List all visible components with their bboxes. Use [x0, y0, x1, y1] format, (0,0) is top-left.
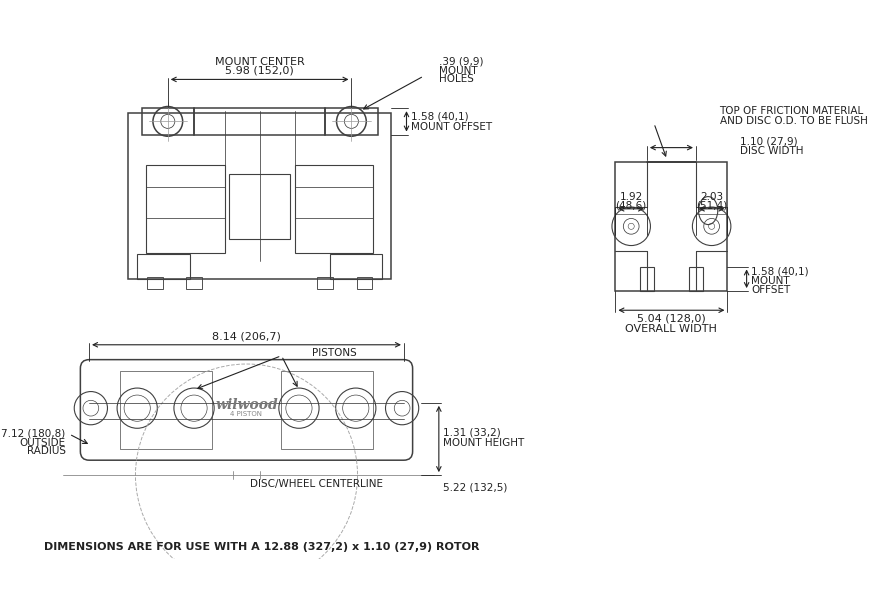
Text: wilwood: wilwood: [215, 398, 278, 412]
Bar: [120, 371, 212, 449]
Bar: [137, 254, 190, 279]
Text: 2.03: 2.03: [700, 191, 724, 201]
Text: 5.04 (128,0): 5.04 (128,0): [637, 314, 706, 324]
Text: PISTONS: PISTONS: [312, 348, 357, 358]
Text: 1.58 (40,1): 1.58 (40,1): [411, 111, 468, 121]
Text: 5.22 (132,5): 5.22 (132,5): [444, 482, 507, 492]
Text: MOUNT OFFSET: MOUNT OFFSET: [411, 122, 492, 132]
Text: OFFSET: OFFSET: [751, 285, 790, 295]
Bar: [147, 277, 163, 289]
Bar: [318, 277, 333, 289]
Text: MOUNT: MOUNT: [751, 277, 789, 287]
Text: 8.14 (206,7): 8.14 (206,7): [212, 331, 281, 341]
Text: 7.12 (180,8): 7.12 (180,8): [1, 429, 66, 439]
Bar: [295, 165, 374, 253]
Text: .39 (9,9): .39 (9,9): [439, 57, 483, 67]
Text: 1.10 (27,9): 1.10 (27,9): [739, 136, 797, 147]
Bar: [357, 277, 373, 289]
Text: DIMENSIONS ARE FOR USE WITH A 12.88 (327,2) x 1.10 (27,9) ROTOR: DIMENSIONS ARE FOR USE WITH A 12.88 (327…: [44, 542, 480, 551]
Text: OUTSIDE: OUTSIDE: [19, 437, 66, 448]
Text: MOUNT HEIGHT: MOUNT HEIGHT: [444, 438, 524, 448]
Text: DISC/WHEEL CENTERLINE: DISC/WHEEL CENTERLINE: [250, 479, 383, 489]
Text: 1.58 (40,1): 1.58 (40,1): [751, 267, 808, 277]
Text: (48,6): (48,6): [616, 200, 647, 210]
Text: (51,4): (51,4): [696, 200, 727, 210]
Text: DISC WIDTH: DISC WIDTH: [739, 146, 803, 156]
Text: MOUNT: MOUNT: [439, 66, 478, 76]
Bar: [229, 174, 290, 240]
Text: TOP OF FRICTION MATERIAL: TOP OF FRICTION MATERIAL: [719, 106, 864, 116]
Text: MOUNT CENTER: MOUNT CENTER: [214, 57, 304, 67]
Bar: [186, 277, 202, 289]
Text: RADIUS: RADIUS: [26, 446, 66, 457]
Bar: [142, 108, 194, 135]
Text: AND DISC O.D. TO BE FLUSH: AND DISC O.D. TO BE FLUSH: [719, 116, 867, 126]
Text: 1.92: 1.92: [620, 191, 643, 201]
Text: 5.98 (152,0): 5.98 (152,0): [225, 66, 294, 76]
Bar: [129, 113, 391, 279]
Text: 1.31 (33,2): 1.31 (33,2): [444, 428, 501, 438]
Bar: [330, 254, 382, 279]
Bar: [689, 266, 703, 291]
Bar: [194, 108, 326, 135]
Bar: [146, 165, 225, 253]
Bar: [282, 371, 374, 449]
Bar: [326, 108, 378, 135]
Bar: [615, 162, 727, 291]
Text: 4 PISTON: 4 PISTON: [230, 411, 262, 417]
Text: OVERALL WIDTH: OVERALL WIDTH: [626, 324, 718, 334]
Text: HOLES: HOLES: [439, 74, 473, 85]
Bar: [640, 266, 654, 291]
